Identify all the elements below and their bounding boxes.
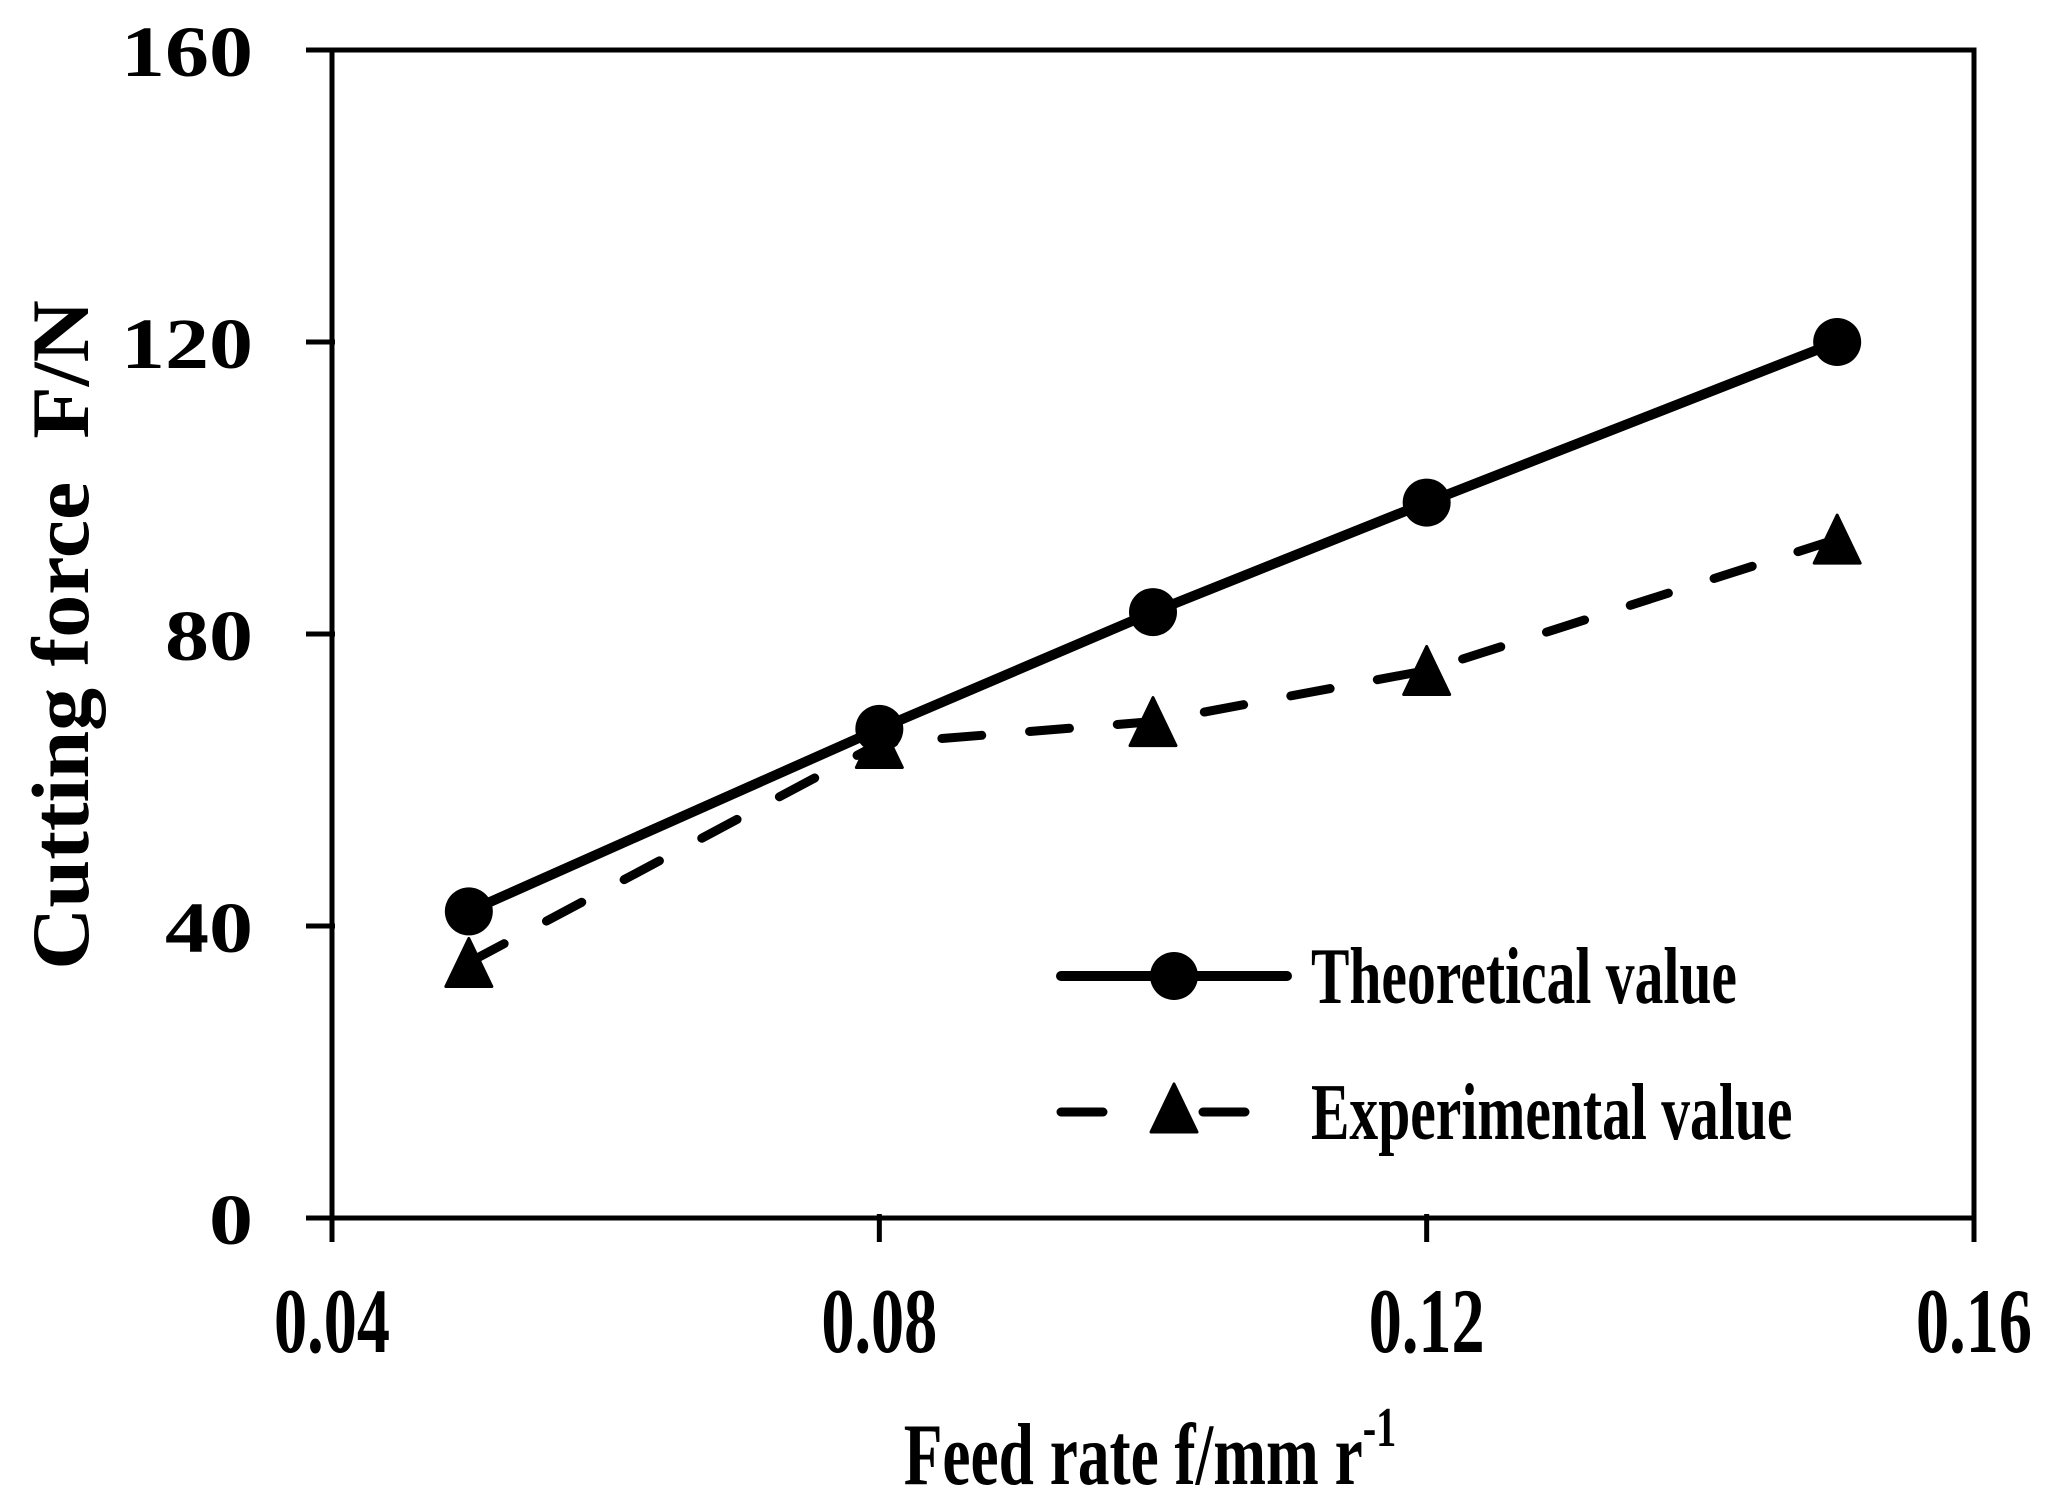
legend-item-experimental: Experimental value [1056,1069,1792,1157]
y-tick-label: 40 [165,888,253,968]
legend: Theoretical value Experimental value [1056,933,1792,1157]
series-layer [444,318,1862,988]
legend-label: Experimental value [1311,1069,1792,1157]
x-axis-title-superscript: -1 [1363,1397,1397,1459]
y-tick-label: 120 [121,304,253,384]
theoretical-point [1402,478,1451,527]
y-axis-title: Cutting force F/N [16,300,107,969]
series-theoretical [444,318,1862,936]
x-tick-label: 0.04 [274,1272,390,1373]
x-axis-title-text: Feed rate f/mm r [904,1406,1363,1500]
x-ticks: 0.04 0.08 0.12 0.16 [274,1214,2032,1373]
x-axis-title: Feed rate f/mm r-1 [904,1397,1397,1500]
legend-triangle-icon [1149,1082,1199,1134]
y-ticks: 0 40 80 120 160 [121,12,335,1260]
legend-item-theoretical: Theoretical value [1056,933,1737,1021]
theoretical-point [1813,318,1862,366]
series-experimental [444,513,1862,988]
legend-label: Theoretical value [1311,933,1737,1021]
x-tick-label: 0.08 [821,1272,937,1373]
legend-circle-icon [1150,952,1198,1000]
y-tick-label: 0 [209,1180,253,1260]
experimental-point [444,937,494,988]
experimental-point [1812,513,1862,565]
theoretical-point [1129,588,1177,637]
x-tick-label: 0.12 [1369,1272,1485,1373]
experimental-point [854,718,904,769]
x-tick-label: 0.16 [1916,1272,2032,1373]
experimental-point [1128,696,1178,748]
experimental-point [1402,645,1452,696]
y-tick-label: 160 [121,12,253,92]
y-tick-label: 80 [165,596,253,676]
theoretical-point [444,887,493,936]
